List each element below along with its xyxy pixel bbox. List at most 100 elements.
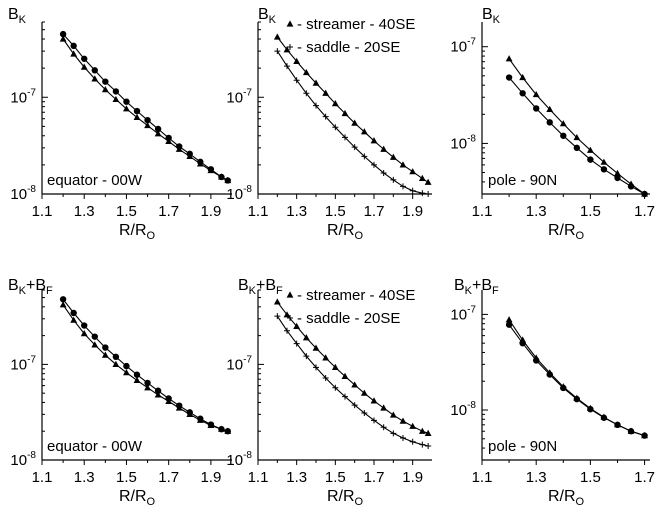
y-axis-label-main: B [454, 277, 465, 294]
x-axis-label-sub: O [576, 496, 585, 508]
data-point-triangle [586, 404, 594, 411]
data-point-plus [400, 434, 406, 441]
data-point-circle [123, 362, 130, 370]
x-tick-label: 1.9 [200, 203, 221, 220]
data-point-triangle [573, 394, 581, 401]
data-point-triangle [559, 383, 567, 390]
data-point-plus [390, 430, 397, 437]
y-tick-base: 10 [10, 356, 27, 373]
x-tick-label: 1.5 [580, 469, 601, 486]
data-point-triangle [286, 20, 294, 27]
y-tick-exponent: -7 [27, 354, 36, 365]
data-point-triangle [123, 369, 130, 376]
data-point-plus [293, 340, 300, 347]
data-point-circle [102, 344, 109, 351]
data-point-triangle [380, 404, 388, 411]
data-point-plus [409, 438, 416, 445]
data-point-triangle [302, 334, 310, 341]
x-axis-label-sub: O [576, 230, 585, 242]
data-point-triangle [424, 429, 432, 436]
data-point-circle [600, 166, 608, 173]
y-tick-base: 10 [450, 402, 467, 419]
series-line [276, 315, 429, 447]
x-tick-label: 1.3 [286, 203, 307, 220]
y-axis-label-main: B [258, 6, 269, 23]
x-tick-label: 1.7 [634, 203, 655, 220]
panel-d: 10-810-71.1 1.3 1.5 1.7 1.9R/ROBK+BFequator … [8, 277, 232, 508]
data-point-triangle [331, 100, 339, 107]
data-point-triangle [293, 322, 301, 329]
data-point-triangle [532, 90, 540, 98]
data-point-triangle [389, 411, 397, 418]
y-axis-label: BK+BF [238, 277, 283, 297]
x-tick-label: 1.1 [32, 203, 53, 220]
legend: - streamer - 40SE - saddle - 20SE [286, 287, 415, 327]
x-axis-label-main: R/R [327, 222, 355, 239]
x-tick-label: 1.3 [526, 203, 547, 220]
data-point-plus [332, 124, 339, 131]
y-tick-base: 10 [450, 306, 467, 323]
x-axis-label-main: R/R [119, 488, 147, 505]
y-axis-label: BK+BF [454, 277, 499, 297]
data-point-plus [287, 44, 293, 50]
data-point-triangle [224, 176, 232, 184]
series-line [276, 50, 429, 195]
data-point-triangle [286, 291, 294, 298]
y-tick-label: 10-8 [226, 450, 252, 469]
x-tick-label: 1.5 [580, 203, 601, 220]
data-point-plus [380, 424, 387, 431]
data-point-triangle [273, 33, 281, 40]
x-axis-label: R/RO [119, 488, 156, 508]
data-point-circle [70, 309, 77, 317]
data-point-circle [91, 333, 98, 340]
y-axis-label-sub: K [465, 285, 473, 297]
x-tick-label: 1.5 [325, 469, 346, 486]
data-point-triangle [165, 397, 173, 405]
data-point-plus [284, 63, 290, 70]
y-axis-label-main: B [8, 277, 19, 294]
data-point-triangle [370, 397, 378, 404]
data-point-triangle [186, 152, 194, 159]
y-axis-label-sub: K [269, 14, 277, 26]
x-axis-label-sub: O [355, 496, 364, 508]
data-point-triangle [165, 137, 173, 144]
x-axis-label-main: R/R [548, 488, 576, 505]
data-point-circle [587, 156, 594, 163]
series-plus [274, 48, 432, 197]
data-point-triangle [614, 421, 621, 428]
series-line [508, 324, 645, 437]
data-point-triangle [70, 316, 78, 323]
x-tick-label: 1.7 [158, 203, 179, 220]
data-point-circle [560, 132, 567, 139]
series-triangle [273, 298, 432, 436]
data-point-plus [400, 183, 406, 190]
data-point-triangle [546, 369, 554, 376]
x-axis-label: R/RO [548, 222, 585, 242]
y-tick-exponent: -8 [243, 184, 252, 195]
data-point-circle [614, 174, 621, 182]
data-point-triangle [586, 146, 594, 153]
series-triangle [273, 33, 432, 185]
data-point-triangle [133, 376, 141, 384]
legend: - streamer - 40SE - saddle - 20SE [286, 16, 415, 56]
data-point-triangle [154, 130, 162, 137]
series-circle [59, 30, 231, 184]
y-axis-label-main: B [8, 6, 19, 23]
data-point-circle [144, 379, 151, 387]
panel-annotation: equator - 00W [47, 172, 143, 189]
data-point-triangle [424, 178, 432, 185]
y-tick-exponent: -8 [27, 184, 36, 195]
y-tick-label: 10-8 [226, 184, 252, 203]
data-point-triangle [101, 86, 109, 93]
y-tick-exponent: -8 [467, 400, 476, 411]
data-point-circle [91, 67, 98, 74]
y-tick-label: 10-8 [450, 133, 476, 152]
data-point-circle [59, 30, 67, 38]
panel-annotation: pole - 90N [488, 438, 557, 455]
x-tick-label: 1.5 [325, 203, 346, 220]
data-point-triangle [600, 158, 608, 165]
y-tick-exponent: -7 [27, 87, 36, 98]
data-point-triangle [380, 145, 388, 152]
